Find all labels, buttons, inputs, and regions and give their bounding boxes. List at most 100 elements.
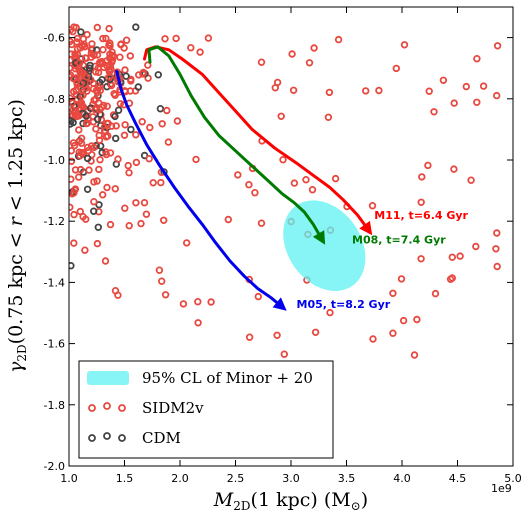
sidm-point (172, 34, 180, 43)
sidm-point (413, 315, 421, 324)
sidm-point (73, 38, 81, 46)
y-tick-label: -2.0 (44, 460, 65, 473)
sidm-point (145, 154, 153, 163)
sidm-point (467, 176, 475, 184)
sidm-point (102, 34, 110, 43)
sidm-point (75, 126, 83, 134)
sidm-point (279, 155, 287, 164)
sidm-point (69, 50, 75, 58)
sidm-point (122, 36, 131, 44)
sidm-point (257, 58, 266, 66)
sidm-point (182, 239, 191, 247)
sidm-point (88, 40, 96, 48)
sidm-point (124, 161, 132, 170)
x-tick-label: 1.5 (116, 472, 134, 485)
sidm-point (85, 166, 93, 174)
sidm-point (450, 165, 458, 173)
sidm-point (106, 50, 114, 58)
sidm-point (121, 121, 129, 129)
sidm-point (146, 123, 154, 132)
sidm-point (78, 102, 87, 110)
sidm-point (93, 51, 102, 59)
x-axis-ticks: 1.0 1.5 2.0 2.5 3.0 3.5 4.0 4.5 5.0 (60, 7, 522, 485)
sidm-point (69, 26, 75, 34)
sidm-point (101, 257, 110, 265)
sidm-point (334, 35, 343, 44)
sidm-point (326, 308, 334, 317)
sidm-point (93, 23, 101, 32)
sidm-point (362, 87, 370, 95)
sidm-point (418, 173, 426, 181)
y-tick-label: -0.8 (44, 93, 65, 106)
sidm-point (425, 87, 433, 95)
sidm-point (325, 88, 334, 97)
y-tick-label: -1.8 (44, 399, 65, 412)
sidm-point (79, 91, 87, 99)
sidm-point (106, 220, 115, 229)
sidm-point (98, 191, 107, 199)
sidm-point (120, 44, 128, 52)
track-annotation: M08, t=7.4 Gyr (352, 234, 446, 247)
sidm-point (93, 177, 101, 185)
legend: 95% CL of Minor + 20 SIDM2v CDM (78, 360, 334, 459)
sidm-point (164, 138, 173, 146)
cdm-point (72, 59, 80, 67)
sidm-point (179, 300, 188, 308)
x-tick-label: 4.0 (393, 472, 411, 485)
sidm-point (311, 328, 320, 336)
cdm-point (95, 201, 103, 209)
x-tick-label: 3.0 (282, 472, 300, 485)
sidm-point (76, 152, 84, 160)
track-arrowhead-1 (312, 230, 326, 245)
sidm-point (99, 46, 107, 54)
sidm-point (99, 34, 107, 43)
track-arrowhead-2 (272, 297, 287, 311)
sidm-point (70, 239, 78, 247)
sidm-point (431, 289, 440, 298)
sidm-point (102, 133, 110, 141)
sidm-point (70, 186, 79, 194)
x-tick-label: 2.0 (171, 472, 189, 485)
sidm-point (76, 207, 84, 216)
sidm-point (132, 131, 140, 139)
sidm-point (120, 131, 129, 139)
legend-label-ellipse: 95% CL of Minor + 20 (142, 369, 313, 387)
sidm-point (103, 183, 111, 192)
legend-label-cdm: CDM (142, 429, 181, 447)
sidm-point (308, 185, 317, 194)
sidm-point (368, 201, 377, 210)
track-annotations: M11, t=6.4 Gyr M08, t=7.4 Gyr M05, t=8.2 G… (297, 209, 469, 311)
sidm-point (137, 219, 145, 228)
sidm-point (139, 70, 147, 78)
sidm-point (302, 175, 310, 184)
x-offset-label: 1e9 (491, 482, 512, 495)
y-tick-label: -0.6 (44, 32, 65, 45)
sidm-point (450, 99, 458, 107)
sidm-point (254, 292, 262, 301)
sidm-point (125, 168, 133, 177)
sidm-point (76, 44, 84, 52)
cdm-point (134, 83, 142, 91)
confidence-ellipse (283, 200, 366, 291)
sidm-point (305, 59, 314, 67)
sidm-point (116, 53, 124, 61)
sidm-point (424, 161, 432, 170)
sidm-point (90, 197, 98, 206)
evolution-tracks (115, 45, 373, 311)
sidm-point (92, 125, 100, 133)
sidm-point (127, 77, 135, 85)
sidm-point (430, 108, 438, 116)
sidm-point (389, 289, 397, 297)
sidm-point (106, 42, 114, 50)
sidm-point (194, 319, 202, 327)
scatter-points (69, 23, 502, 359)
sidm-point (95, 165, 103, 174)
x-tick-label: 2.5 (227, 472, 245, 485)
sidm-point (69, 147, 75, 155)
y-tick-label: -1.6 (44, 338, 65, 351)
sidm-point (389, 329, 397, 337)
x-tick-label: 4.5 (449, 472, 467, 485)
sidm-point (70, 210, 78, 219)
track-arrowhead-0 (359, 220, 373, 236)
track-line-0 (143, 45, 371, 232)
